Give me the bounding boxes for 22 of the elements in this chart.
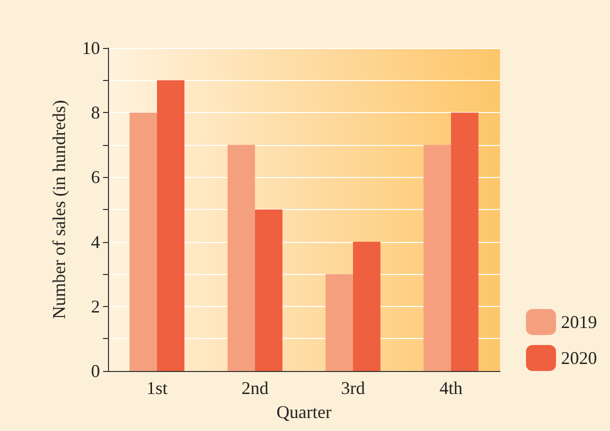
x-tick-label: 2nd: [242, 378, 268, 398]
y-tick-label: 4: [91, 232, 100, 252]
bar: [157, 80, 184, 371]
bar: [255, 210, 282, 371]
x-tick-label: 3rd: [341, 378, 365, 398]
bar: [451, 112, 478, 371]
bar: [228, 144, 255, 371]
x-tick-label: 1st: [146, 378, 168, 398]
y-tick-label: 0: [91, 361, 100, 381]
y-tick-label: 2: [91, 296, 100, 316]
x-tick-label: 4th: [439, 378, 463, 398]
y-tick-label: 6: [91, 167, 100, 188]
bar: [353, 242, 380, 371]
bar: [130, 112, 157, 371]
y-tick-label: 8: [91, 102, 100, 123]
legend-label: 2019: [561, 312, 597, 332]
legend-label: 2020: [561, 348, 597, 368]
bar: [326, 274, 353, 371]
y-axis-title: Number of sales (in hundreds): [49, 100, 69, 319]
bar: [424, 144, 451, 371]
x-axis-title: Quarter: [276, 402, 332, 422]
y-tick-label: 10: [82, 38, 100, 58]
